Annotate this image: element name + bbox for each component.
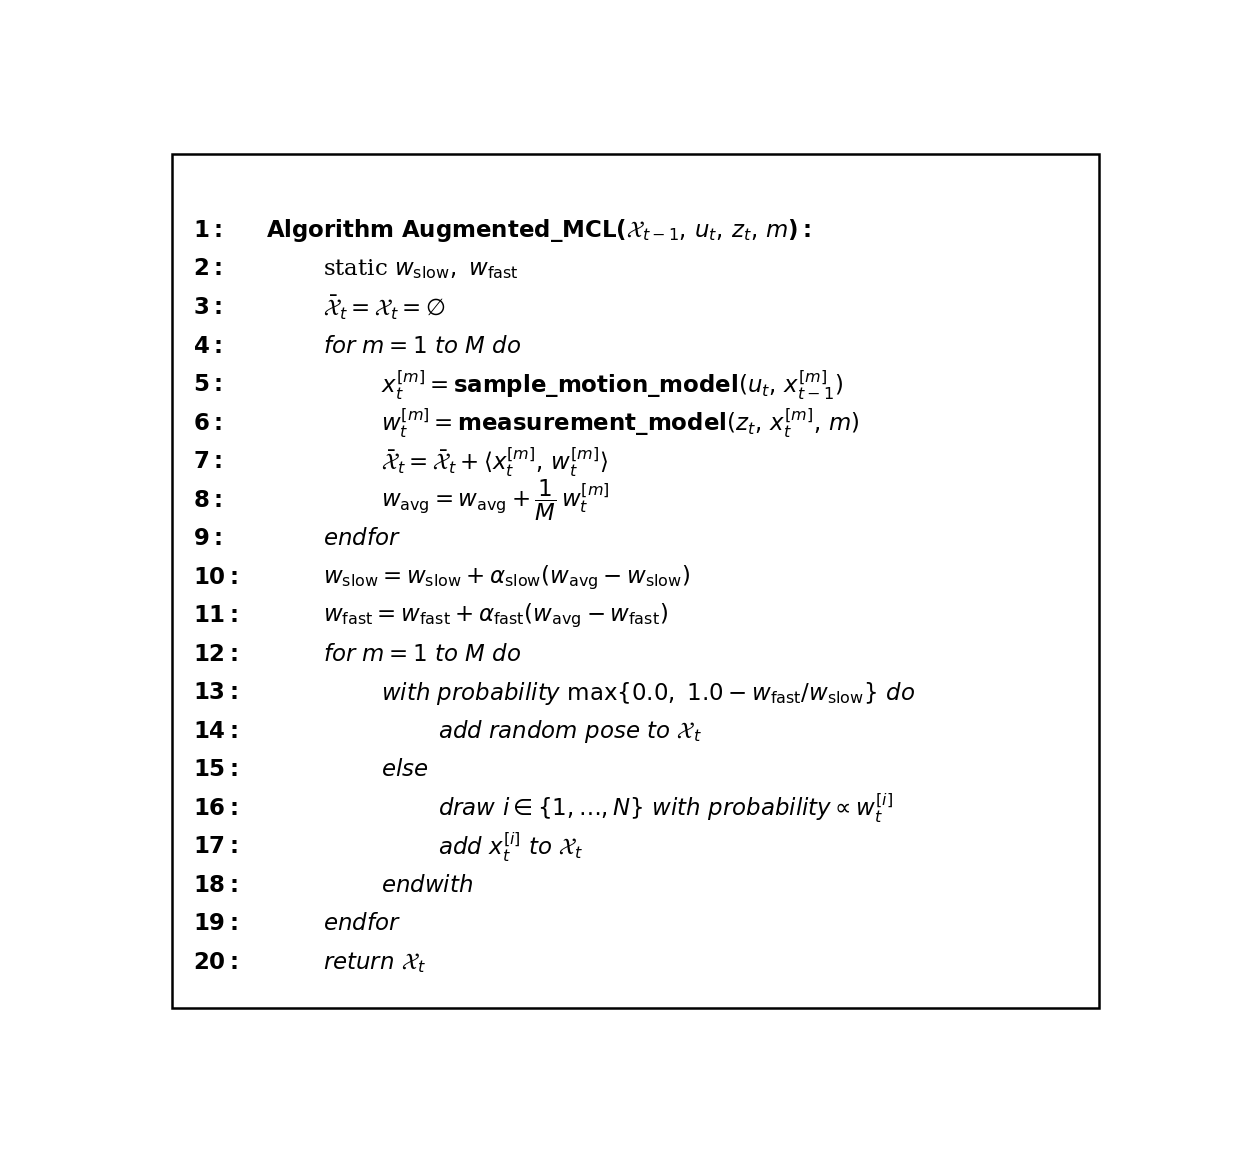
Text: $\mathbf{15:}$: $\mathbf{15:}$ <box>193 759 238 781</box>
Text: $\mathit{draw}\ i \in \{1,\ldots,N\}\ \mathit{with\ probability} \propto w_t^{[i: $\mathit{draw}\ i \in \{1,\ldots,N\}\ \m… <box>439 792 894 826</box>
Text: $\mathbf{7:}$: $\mathbf{7:}$ <box>193 451 222 473</box>
Text: $\mathit{endwith}$: $\mathit{endwith}$ <box>381 875 472 897</box>
Text: $\mathit{endfor}$: $\mathit{endfor}$ <box>324 528 401 550</box>
Text: $\mathit{for}\ m = 1\ \mathit{to}\ M\ \mathit{do}$: $\mathit{for}\ m = 1\ \mathit{to}\ M\ \m… <box>324 336 522 358</box>
Text: $\mathbf{3:}$: $\mathbf{3:}$ <box>193 297 222 319</box>
Text: $\mathbf{19:}$: $\mathbf{19:}$ <box>193 913 238 935</box>
Text: $\mathit{add\ random\ pose\ to}\ \mathcal{X}_t$: $\mathit{add\ random\ pose\ to}\ \mathca… <box>439 719 702 745</box>
Text: $x_t^{[m]} = \mathbf{sample\_motion\_model}(u_t,\, x_{t-1}^{[m]})$: $x_t^{[m]} = \mathbf{sample\_motion\_mod… <box>381 368 843 401</box>
Text: $\mathbf{18:}$: $\mathbf{18:}$ <box>193 875 238 897</box>
Text: $\mathit{endfor}$: $\mathit{endfor}$ <box>324 913 401 935</box>
Text: $\mathbf{13:}$: $\mathbf{13:}$ <box>193 682 238 704</box>
Text: $\mathbf{20:}$: $\mathbf{20:}$ <box>193 952 238 974</box>
Text: $\bar{\mathcal{X}}_t = \bar{\mathcal{X}}_t + \langle x_t^{[m]},\, w_t^{[m]}\rang: $\bar{\mathcal{X}}_t = \bar{\mathcal{X}}… <box>381 445 608 478</box>
Text: $\mathit{with\ probability}\ \max\{0.0,\ 1.0 - w_{\mathsf{fast}}/w_{\mathsf{slow: $\mathit{with\ probability}\ \max\{0.0,\… <box>381 680 915 707</box>
Text: static $w_{\mathsf{slow}},\ w_{\mathsf{fast}}$: static $w_{\mathsf{slow}},\ w_{\mathsf{f… <box>324 258 518 282</box>
Text: $\bar{\mathcal{X}}_t = \mathcal{X}_t = \emptyset$: $\bar{\mathcal{X}}_t = \mathcal{X}_t = \… <box>324 293 445 322</box>
Text: $w_{\mathsf{avg}} = w_{\mathsf{avg}} + \dfrac{1}{M}\, w_t^{[m]}$: $w_{\mathsf{avg}} = w_{\mathsf{avg}} + \… <box>381 478 609 523</box>
Text: $\mathit{add}\ x_t^{[i]}\ \mathit{to}\ \mathcal{X}_t$: $\mathit{add}\ x_t^{[i]}\ \mathit{to}\ \… <box>439 830 584 864</box>
Text: $w_{\mathsf{fast}} = w_{\mathsf{fast}} + \alpha_{\mathsf{fast}}(w_{\mathsf{avg}}: $w_{\mathsf{fast}} = w_{\mathsf{fast}} +… <box>324 601 668 630</box>
Text: $w_t^{[m]} = \mathbf{measurement\_model}(z_t,\, x_t^{[m]},\, m)$: $w_t^{[m]} = \mathbf{measurement\_model}… <box>381 407 859 440</box>
Text: $\mathbf{14:}$: $\mathbf{14:}$ <box>193 721 238 743</box>
Text: $\mathbf{5:}$: $\mathbf{5:}$ <box>193 374 222 396</box>
Text: $w_{\mathsf{slow}} = w_{\mathsf{slow}} + \alpha_{\mathsf{slow}}(w_{\mathsf{avg}}: $w_{\mathsf{slow}} = w_{\mathsf{slow}} +… <box>324 564 691 592</box>
Text: $\mathit{return}\ \mathcal{X}_t$: $\mathit{return}\ \mathcal{X}_t$ <box>324 950 427 975</box>
Text: $\mathbf{8:}$: $\mathbf{8:}$ <box>193 490 222 512</box>
Text: $\mathit{for}\ m = 1\ \mathit{to}\ M\ \mathit{do}$: $\mathit{for}\ m = 1\ \mathit{to}\ M\ \m… <box>324 644 522 666</box>
Text: $\mathbf{4:}$: $\mathbf{4:}$ <box>193 336 222 358</box>
Text: $\mathbf{17:}$: $\mathbf{17:}$ <box>193 836 238 858</box>
Text: $\mathbf{10:}$: $\mathbf{10:}$ <box>193 567 238 589</box>
Text: $\mathbf{12:}$: $\mathbf{12:}$ <box>193 644 238 666</box>
Text: $\mathbf{16:}$: $\mathbf{16:}$ <box>193 798 238 820</box>
Text: $\mathbf{6:}$: $\mathbf{6:}$ <box>193 413 222 435</box>
Text: $\mathit{else}$: $\mathit{else}$ <box>381 759 428 781</box>
Text: $\mathbf{Algorithm\ Augmented\_MCL(}\mathcal{X}_{t-1},\,u_t,\,z_t,\,m\mathbf{):}: $\mathbf{Algorithm\ Augmented\_MCL(}\mat… <box>265 217 811 245</box>
Text: $\mathbf{2:}$: $\mathbf{2:}$ <box>193 259 222 281</box>
Text: $\mathbf{1:}$: $\mathbf{1:}$ <box>193 220 222 242</box>
Text: $\mathbf{9:}$: $\mathbf{9:}$ <box>193 528 222 550</box>
Text: $\mathbf{11:}$: $\mathbf{11:}$ <box>193 605 238 627</box>
